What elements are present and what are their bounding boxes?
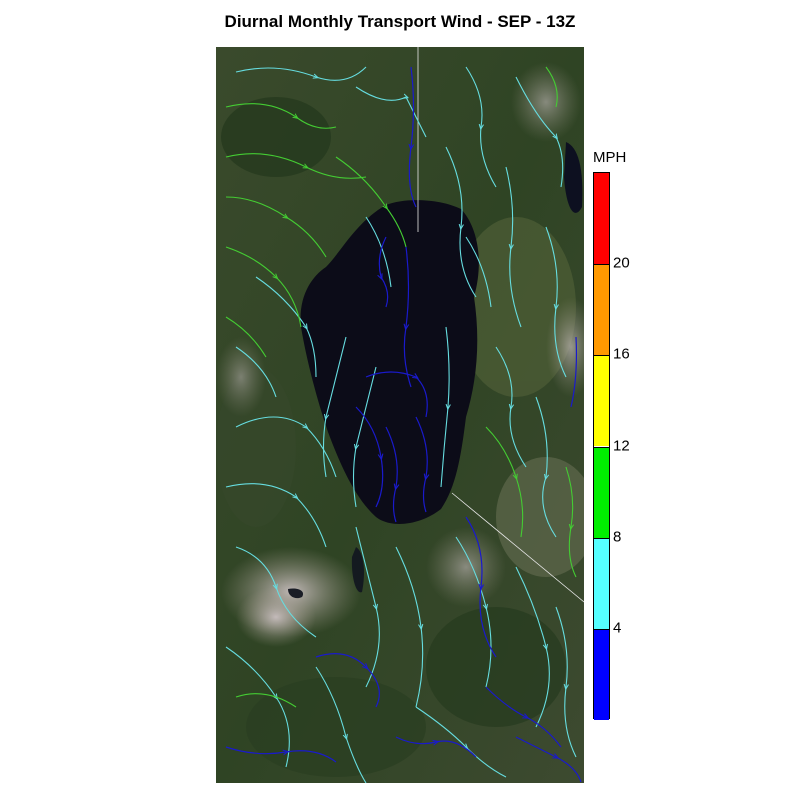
- legend-tick-label: 12: [613, 437, 630, 454]
- legend-bin-12-16: [594, 355, 609, 447]
- streamlines-blue: [225, 66, 582, 783]
- wind-streamline-map: [216, 47, 584, 783]
- legend-unit-label: MPH: [593, 149, 627, 166]
- legend-tick-label: 20: [613, 254, 630, 272]
- echo-lake: [288, 588, 304, 599]
- legend-bin-0-4: [594, 628, 609, 720]
- legend-bin-16-20: [594, 264, 609, 356]
- color-legend-bar: [593, 172, 610, 720]
- map-title: Diurnal Monthly Transport Wind - SEP - 1…: [224, 12, 576, 31]
- legend-bin-20-24: [594, 173, 609, 265]
- legend-tick-label: 8: [613, 528, 622, 546]
- streamlines-green: [225, 66, 577, 708]
- fallen-leaf-lake: [351, 547, 364, 593]
- legend-tick-label: 16: [613, 345, 630, 363]
- streamlines-cyan: [225, 66, 577, 783]
- state-line-diagonal: [451, 492, 584, 603]
- lake-tahoe: [300, 200, 479, 524]
- legend-tick-label: 4: [613, 619, 622, 637]
- legend-bin-4-8: [594, 537, 609, 629]
- legend-bin-8-12: [594, 446, 609, 538]
- small-lake-ne: [564, 142, 583, 213]
